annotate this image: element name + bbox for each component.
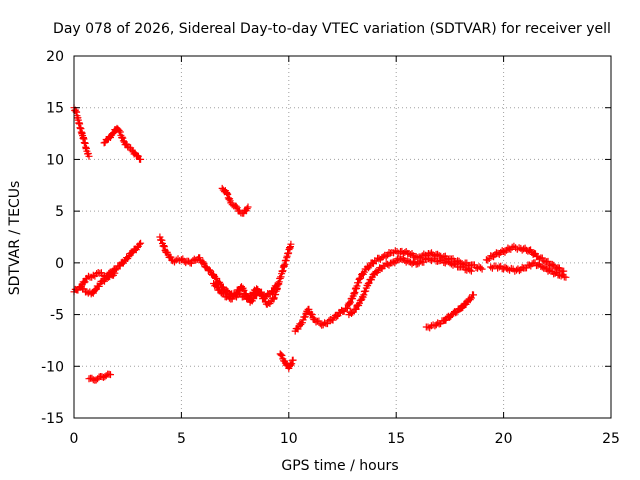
y-tick-label-4: 5 — [55, 204, 64, 220]
series-mid-left-arc — [100, 124, 145, 163]
data-markers — [70, 104, 570, 384]
markers-dip-at-ten — [276, 350, 297, 372]
y-tick-label-6: 15 — [46, 101, 64, 117]
x-tick-label-5: 25 — [602, 431, 620, 447]
series-right-plateau — [482, 242, 568, 275]
markers-center-wiggle-lower — [210, 280, 282, 303]
series-near-zero-left-low — [79, 269, 119, 298]
y-tick-label-0: -15 — [41, 411, 64, 427]
series-center-wiggle-lower — [210, 280, 282, 303]
markers-right-plateau — [482, 242, 568, 275]
x-tick-label-3: 15 — [387, 431, 405, 447]
y-tick-label-1: -10 — [41, 359, 64, 375]
x-tick-label-0: 0 — [70, 431, 79, 447]
markers-near-zero-left — [70, 239, 145, 296]
grid-lines — [74, 56, 611, 418]
series-dip-at-ten — [276, 350, 297, 372]
markers-near-zero-left-low — [79, 269, 119, 298]
markers-lower-right-diagonal — [422, 291, 477, 332]
y-tick-label-3: 0 — [55, 256, 64, 272]
x-tick-label-1: 5 — [177, 431, 186, 447]
x-axis-label: GPS time / hours — [281, 458, 398, 474]
series-lower-right-diagonal — [422, 291, 477, 332]
y-axis-label: SDTVAR / TECUs — [7, 181, 23, 296]
x-tick-label-2: 10 — [280, 431, 298, 447]
plot-frame — [73, 55, 612, 419]
series-small-arc-center — [218, 184, 252, 217]
series-rise-after-ten — [291, 247, 486, 335]
series-right-lower — [487, 259, 570, 281]
series-near-zero-left — [70, 239, 145, 296]
series-low-left-short — [85, 370, 114, 384]
markers-mid-left-arc — [100, 124, 145, 163]
y-tick-label-7: 20 — [46, 49, 64, 65]
y-tick-label-5: 10 — [46, 152, 64, 168]
series-rise-after-ten-lower — [345, 254, 475, 319]
markers-small-arc-center — [218, 184, 252, 217]
chart-title: Day 078 of 2026, Sidereal Day-to-day VTE… — [53, 21, 611, 37]
x-tick-label-4: 20 — [495, 431, 513, 447]
markers-rise-after-ten — [291, 247, 486, 335]
y-tick-label-2: -5 — [50, 308, 64, 324]
markers-right-lower — [487, 259, 570, 281]
markers-rise-after-ten-lower — [345, 254, 475, 319]
markers-low-left-short — [85, 370, 114, 384]
y-axis-ticks: -15 -10 -5 0 5 10 15 20 — [41, 49, 611, 427]
x-axis-ticks: 0 5 10 15 20 25 — [70, 56, 620, 447]
